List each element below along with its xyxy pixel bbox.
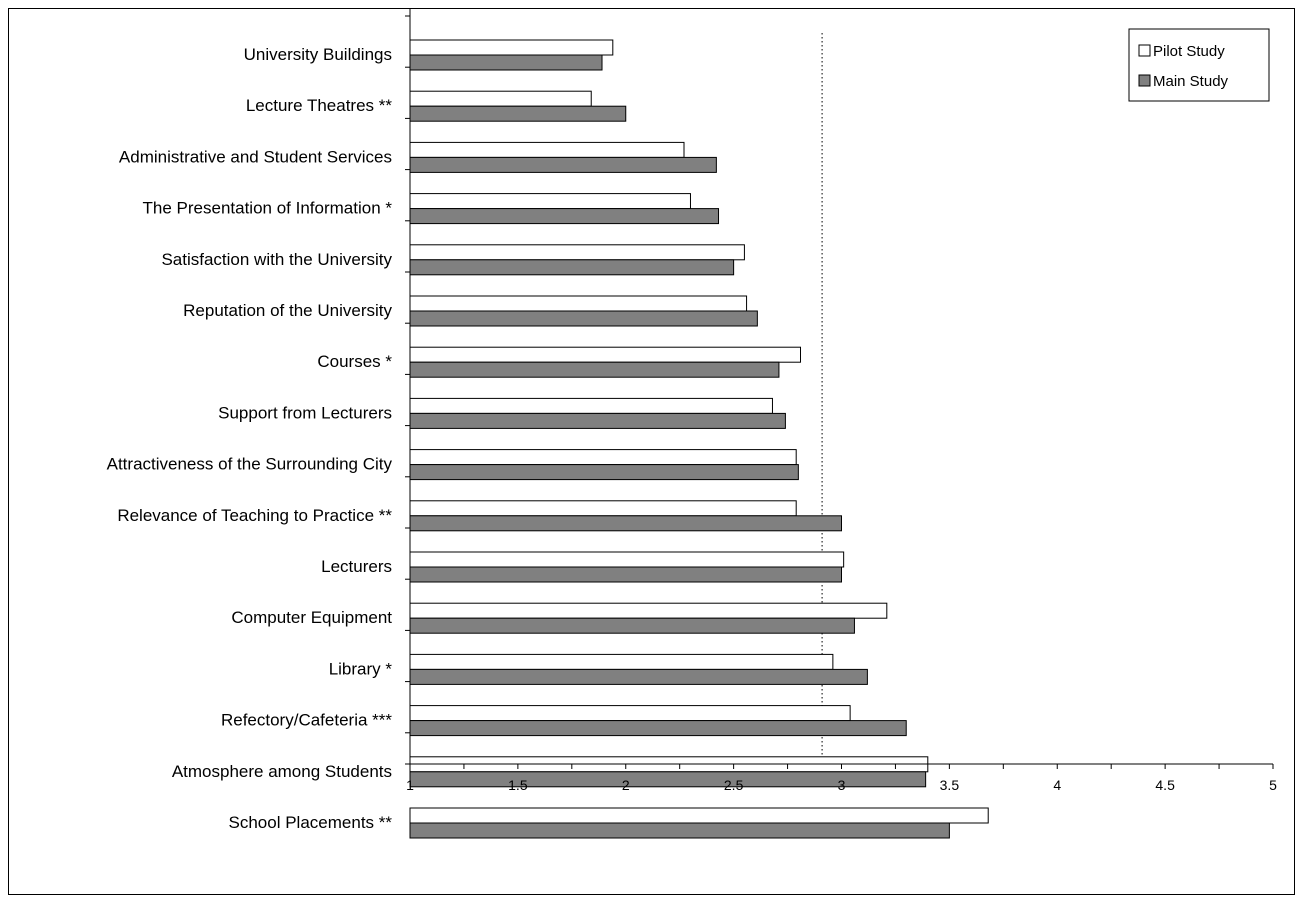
legend-label-main: Main Study bbox=[1153, 73, 1229, 90]
bar-main-study bbox=[409, 361, 780, 378]
category-label: Lecture Theatres ** bbox=[246, 96, 393, 115]
category-label: Atmosphere among Students bbox=[172, 762, 392, 781]
x-tick-label: 1 bbox=[406, 777, 414, 793]
x-tick-label: 2 bbox=[622, 777, 630, 793]
x-tick-label: 4 bbox=[1053, 777, 1061, 793]
x-tick-label: 3.5 bbox=[940, 777, 960, 793]
bar-main-study bbox=[409, 515, 842, 532]
category-label: Library * bbox=[329, 659, 393, 678]
bar-main-study bbox=[409, 668, 868, 685]
category-labels: University Buildings Lecture Theatres ** A… bbox=[107, 45, 393, 832]
bar-main-study bbox=[409, 310, 758, 327]
bar-main-study bbox=[409, 617, 855, 634]
category-label: Refectory/Cafeteria *** bbox=[221, 711, 392, 730]
category-label: Relevance of Teaching to Practice ** bbox=[117, 506, 392, 525]
bar-main-study bbox=[409, 566, 842, 583]
bar-pilot-study bbox=[409, 500, 797, 517]
bar-pilot-study bbox=[409, 602, 888, 619]
bar-main-study bbox=[409, 156, 717, 173]
bar-pilot-study bbox=[409, 295, 748, 312]
bar-pilot-study bbox=[409, 141, 685, 158]
x-tick-label: 5 bbox=[1269, 777, 1277, 793]
x-tick-label: 3 bbox=[838, 777, 846, 793]
bar-pilot-study bbox=[409, 807, 989, 824]
bar-pilot-study bbox=[409, 193, 691, 210]
axes-layer bbox=[405, 9, 1274, 769]
bars-layer bbox=[409, 39, 989, 839]
bar-main-study bbox=[409, 720, 907, 737]
category-label: Administrative and Student Services bbox=[119, 147, 392, 166]
bar-pilot-study bbox=[409, 705, 851, 722]
chart-frame: University Buildings Lecture Theatres ** A… bbox=[8, 8, 1295, 895]
bar-chart: University Buildings Lecture Theatres ** A… bbox=[107, 9, 1277, 839]
legend-label-pilot: Pilot Study bbox=[1153, 43, 1225, 60]
bar-pilot-study bbox=[409, 653, 834, 670]
category-label: Attractiveness of the Surrounding City bbox=[107, 455, 393, 474]
bar-pilot-study bbox=[409, 346, 802, 363]
bar-main-study bbox=[409, 259, 735, 276]
bar-pilot-study bbox=[409, 39, 614, 56]
legend-box bbox=[1128, 28, 1270, 102]
bar-main-study bbox=[409, 464, 799, 481]
category-label: School Placements ** bbox=[229, 813, 393, 832]
x-tick-label: 2.5 bbox=[724, 777, 744, 793]
bar-pilot-study bbox=[409, 244, 745, 261]
bar-main-study bbox=[409, 54, 603, 71]
legend: Pilot Study Main Study bbox=[1128, 28, 1270, 102]
bar-main-study bbox=[409, 822, 950, 839]
category-label: Reputation of the University bbox=[183, 301, 392, 320]
category-label: Satisfaction with the University bbox=[161, 250, 392, 269]
category-label: The Presentation of Information * bbox=[143, 199, 393, 218]
category-label: Lecturers bbox=[321, 557, 392, 576]
category-label: Courses * bbox=[317, 352, 392, 371]
x-tick-labels: 1 1.5 2 2.5 3 3.5 4 4.5 5 bbox=[406, 777, 1277, 793]
bar-pilot-study bbox=[409, 90, 592, 107]
x-tick-label: 4.5 bbox=[1155, 777, 1175, 793]
category-label: Computer Equipment bbox=[231, 608, 392, 627]
bar-pilot-study bbox=[409, 449, 797, 466]
bar-main-study bbox=[409, 412, 786, 429]
bar-main-study bbox=[409, 208, 720, 225]
x-tick-label: 1.5 bbox=[508, 777, 528, 793]
bar-pilot-study bbox=[409, 551, 845, 568]
legend-swatch-main bbox=[1138, 74, 1151, 87]
category-label: University Buildings bbox=[244, 45, 392, 64]
bar-pilot-study bbox=[409, 397, 773, 414]
bar-main-study bbox=[409, 105, 627, 122]
bar-main-study bbox=[409, 771, 927, 788]
category-label: Support from Lecturers bbox=[218, 403, 392, 422]
legend-swatch-pilot bbox=[1138, 44, 1151, 57]
